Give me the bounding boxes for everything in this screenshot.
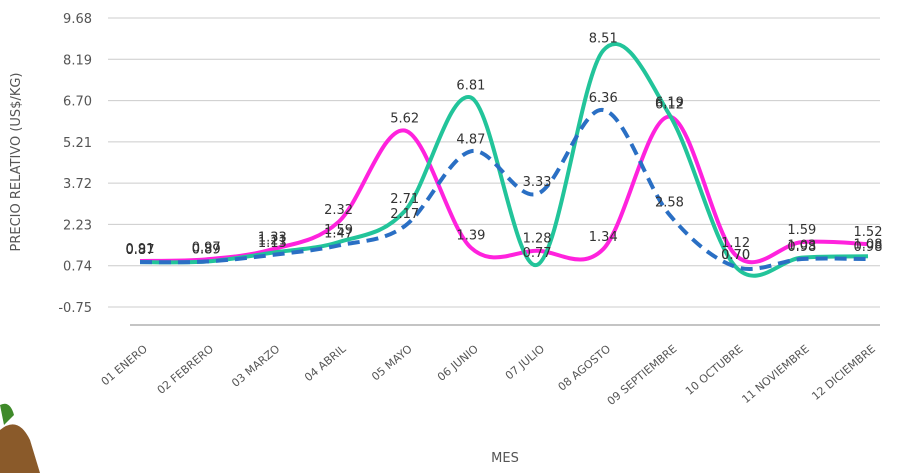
x-tick-label: 08 AGOSTO bbox=[556, 342, 614, 394]
x-tick-label: 05 MAYO bbox=[369, 342, 415, 383]
x-tick-label: 12 DICIEMBRE bbox=[809, 342, 878, 403]
y-axis-title: PRECIO RELATIVO (US$/KG) bbox=[9, 73, 24, 252]
data-label: 6.12 bbox=[655, 98, 684, 113]
data-label: 0.89 bbox=[192, 243, 221, 258]
data-label: 5.62 bbox=[390, 111, 419, 126]
data-label: 1.47 bbox=[324, 226, 353, 241]
data-label: 2.71 bbox=[390, 192, 419, 207]
data-label: 0.70 bbox=[721, 248, 750, 263]
data-label: 3.33 bbox=[523, 175, 552, 190]
y-tick-label: 5.21 bbox=[63, 136, 92, 151]
data-label: 6.19 bbox=[655, 96, 684, 111]
x-tick-label: 11 NOVIEMBRE bbox=[739, 342, 811, 406]
data-label: 1.03 bbox=[787, 239, 816, 254]
x-tick-label: 06 JUNIO bbox=[435, 342, 481, 384]
x-tick-label: 04 ABRIL bbox=[302, 342, 349, 384]
data-label: 1.33 bbox=[258, 230, 287, 245]
y-tick-label: 8.19 bbox=[63, 53, 92, 68]
data-label: 0.98 bbox=[787, 240, 816, 255]
x-tick-label: 10 OCTUBRE bbox=[683, 342, 746, 397]
data-label: 1.28 bbox=[523, 232, 552, 247]
x-tick-label: 07 JULIO bbox=[503, 342, 547, 382]
data-label: 2.58 bbox=[655, 196, 684, 211]
data-label: 0.97 bbox=[192, 240, 221, 255]
data-label: 4.87 bbox=[456, 132, 485, 147]
data-label: 1.08 bbox=[854, 237, 883, 252]
data-label: 1.12 bbox=[721, 236, 750, 251]
data-label: 0.98 bbox=[854, 240, 883, 255]
decoration bbox=[0, 424, 40, 473]
x-tick-label: 03 MARZO bbox=[229, 342, 282, 390]
y-tick-label: 6.70 bbox=[63, 95, 92, 110]
series-line bbox=[139, 42, 869, 278]
data-label: 0.89 bbox=[192, 243, 221, 258]
x-tick-label: 09 SEPTIEMBRE bbox=[605, 342, 680, 408]
data-label: 1.59 bbox=[324, 223, 353, 238]
data-label: 6.81 bbox=[456, 79, 485, 94]
data-label: 1.59 bbox=[787, 223, 816, 238]
y-tick-label: 2.23 bbox=[63, 218, 92, 233]
x-axis-title: MES bbox=[491, 451, 519, 466]
data-label: 1.21 bbox=[258, 234, 287, 249]
x-tick-label: 02 FEBRERO bbox=[155, 342, 217, 397]
data-label: 0.87 bbox=[126, 243, 155, 258]
data-label: 1.39 bbox=[456, 229, 485, 244]
series-line bbox=[139, 114, 869, 265]
data-label: 0.77 bbox=[523, 246, 552, 261]
y-tick-label: 3.72 bbox=[63, 177, 92, 192]
y-tick-label: 9.68 bbox=[63, 12, 92, 27]
data-label: 2.17 bbox=[390, 207, 419, 222]
data-label: 6.36 bbox=[589, 91, 618, 106]
x-tick-label: 01 ENERO bbox=[99, 342, 150, 388]
data-label: 0.91 bbox=[126, 242, 155, 257]
decoration bbox=[0, 403, 14, 425]
y-tick-label: 0.74 bbox=[63, 260, 92, 275]
data-label: 0.70 bbox=[721, 248, 750, 263]
data-label: 1.34 bbox=[589, 230, 618, 245]
data-label: 2.32 bbox=[324, 203, 353, 218]
data-label: 8.51 bbox=[589, 31, 618, 46]
data-label: 1.13 bbox=[258, 236, 287, 251]
y-tick-label: -0.75 bbox=[58, 301, 92, 316]
data-label: 1.52 bbox=[854, 225, 883, 240]
data-label: 0.87 bbox=[126, 243, 155, 258]
